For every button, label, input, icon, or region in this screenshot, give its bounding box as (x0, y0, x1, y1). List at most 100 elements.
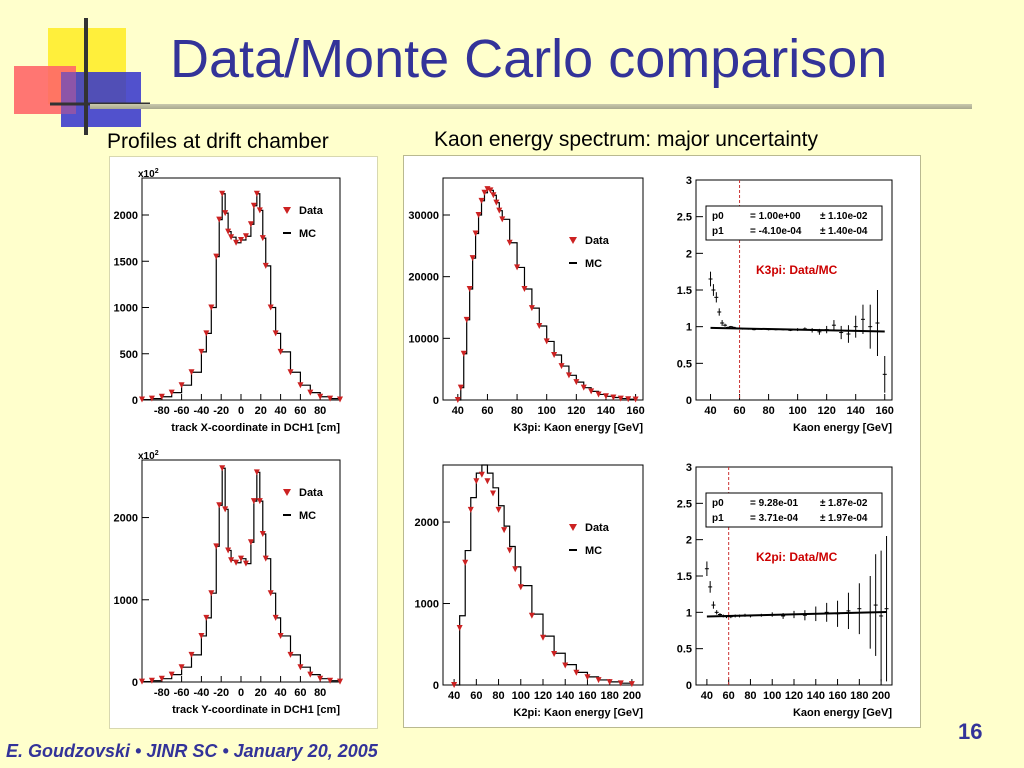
fit-param-pm: ± (820, 226, 826, 237)
data-point (297, 664, 304, 671)
x-axis-label: K3pi: Kaon energy [GeV] (513, 422, 643, 434)
x-profile-chart: -80 -60 -40 -20 0 20 40 60 80 0 500 1000 1500 2000 tra… (112, 168, 373, 442)
data-point (287, 369, 294, 376)
data-point (632, 396, 639, 403)
legend-data-marker (283, 489, 291, 496)
x-tick-label: -40 (193, 687, 209, 699)
y-axis-exponent: x102 (138, 450, 159, 462)
x-axis-label: track X-coordinate in DCH1 [cm] (171, 422, 340, 434)
y-tick-label: 0 (433, 395, 439, 407)
x-tick-label: 120 (534, 690, 552, 702)
data-point (307, 671, 314, 678)
data-point (277, 632, 284, 639)
y-tick-label: 1.5 (677, 285, 692, 297)
mc-histogram (457, 188, 637, 401)
x-tick-label: 40 (274, 687, 286, 699)
data-point (472, 230, 479, 237)
data-point (148, 677, 155, 684)
data-point (625, 396, 632, 403)
k3pi-spectrum-chart: 40 60 80 100 120 140 160 0 10000 20000 30000 K3pi: … (405, 168, 658, 440)
data-point (225, 228, 232, 235)
fit-param-pm: ± (820, 211, 826, 222)
legend-data-label: Data (299, 487, 324, 499)
x-tick-label: 0 (238, 687, 244, 699)
data-point (478, 197, 485, 204)
data-point (521, 286, 528, 292)
data-point (242, 560, 249, 567)
x-tick-label: 40 (448, 690, 460, 702)
slide-footer: E. Goudzovski • JINR SC • January 20, 20… (6, 741, 378, 761)
mc-histogram (142, 467, 341, 683)
x-tick-label: 160 (578, 690, 596, 702)
fit-param-error: 1.40e-04 (828, 226, 868, 237)
data-point (250, 498, 257, 505)
x-tick-label: 180 (600, 690, 618, 702)
exponent-base: x10 (138, 451, 155, 462)
data-point (228, 557, 235, 564)
legend-data-marker (283, 207, 291, 214)
data-point (460, 350, 467, 357)
legend-data-label: Data (585, 522, 610, 534)
y-tick-label: 2000 (415, 517, 439, 529)
data-point (517, 584, 524, 591)
x-tick-label: 120 (567, 405, 585, 417)
x-tick-label: 100 (788, 405, 806, 417)
x-tick-label: 60 (733, 405, 745, 417)
fit-line (706, 611, 887, 618)
legend-data-marker (569, 237, 577, 244)
data-point (584, 674, 591, 681)
x-axis-label: K2pi: Kaon energy [GeV] (513, 707, 643, 719)
fit-param-error: 1.87e-02 (828, 498, 868, 509)
data-point (496, 207, 503, 214)
data-point (233, 559, 240, 566)
data-point (484, 478, 491, 485)
data-point (562, 662, 569, 669)
ratio-annotation: K2pi: Data/MC (756, 550, 838, 564)
x-tick-label: 100 (763, 690, 781, 702)
x-tick-label: 120 (785, 690, 803, 702)
x-tick-label: 60 (294, 405, 306, 417)
slide-number: 16 (958, 719, 983, 744)
data-point (247, 221, 254, 228)
fit-param-pm: ± (820, 498, 826, 509)
data-point (493, 199, 500, 206)
data-point (490, 192, 497, 199)
y-tick-label: 20000 (408, 272, 439, 284)
y-tick-label: 1 (686, 607, 692, 619)
right-section-heading: Kaon energy spectrum: major uncertainty (434, 128, 819, 151)
y-tick-label: 30000 (408, 210, 439, 222)
data-point (219, 190, 226, 197)
y-profile-chart: -80 -60 -40 -20 0 20 40 60 80 0 1000 2000 track Y-co… (112, 450, 373, 724)
x-tick-label: 80 (511, 405, 523, 417)
data-point (610, 394, 617, 401)
data-point (337, 678, 343, 685)
x-axis-label: track Y-coordinate in DCH1 [cm] (172, 704, 340, 716)
x-tick-label: 100 (512, 690, 530, 702)
data-point (528, 305, 535, 312)
data-point (501, 527, 508, 534)
x-tick-label: 140 (556, 690, 574, 702)
x-tick-label: 40 (274, 405, 286, 417)
fit-parameter-box (705, 205, 883, 241)
data-point (595, 677, 602, 684)
data-point (617, 395, 624, 402)
data-point (238, 236, 244, 243)
fit-param-pm: ± (820, 513, 826, 524)
data-point (203, 330, 210, 337)
y-tick-label: 0 (433, 680, 439, 692)
data-point (551, 651, 558, 658)
fit-parameter-box (705, 492, 883, 528)
data-point (188, 369, 195, 376)
data-point (198, 348, 205, 355)
data-point (208, 304, 215, 311)
data-point (203, 614, 210, 621)
y-tick-label: 1500 (114, 256, 138, 268)
data-point (158, 393, 165, 400)
y-tick-label: 2000 (114, 210, 138, 222)
k3pi-ratio-chart: 40 60 80 100 120 140 160 0 0.5 1 1.5 2 2.5 3 Kaon ener… (660, 168, 916, 440)
data-point (267, 590, 274, 597)
data-point (495, 506, 502, 513)
data-point (628, 681, 635, 688)
data-point (256, 207, 263, 214)
